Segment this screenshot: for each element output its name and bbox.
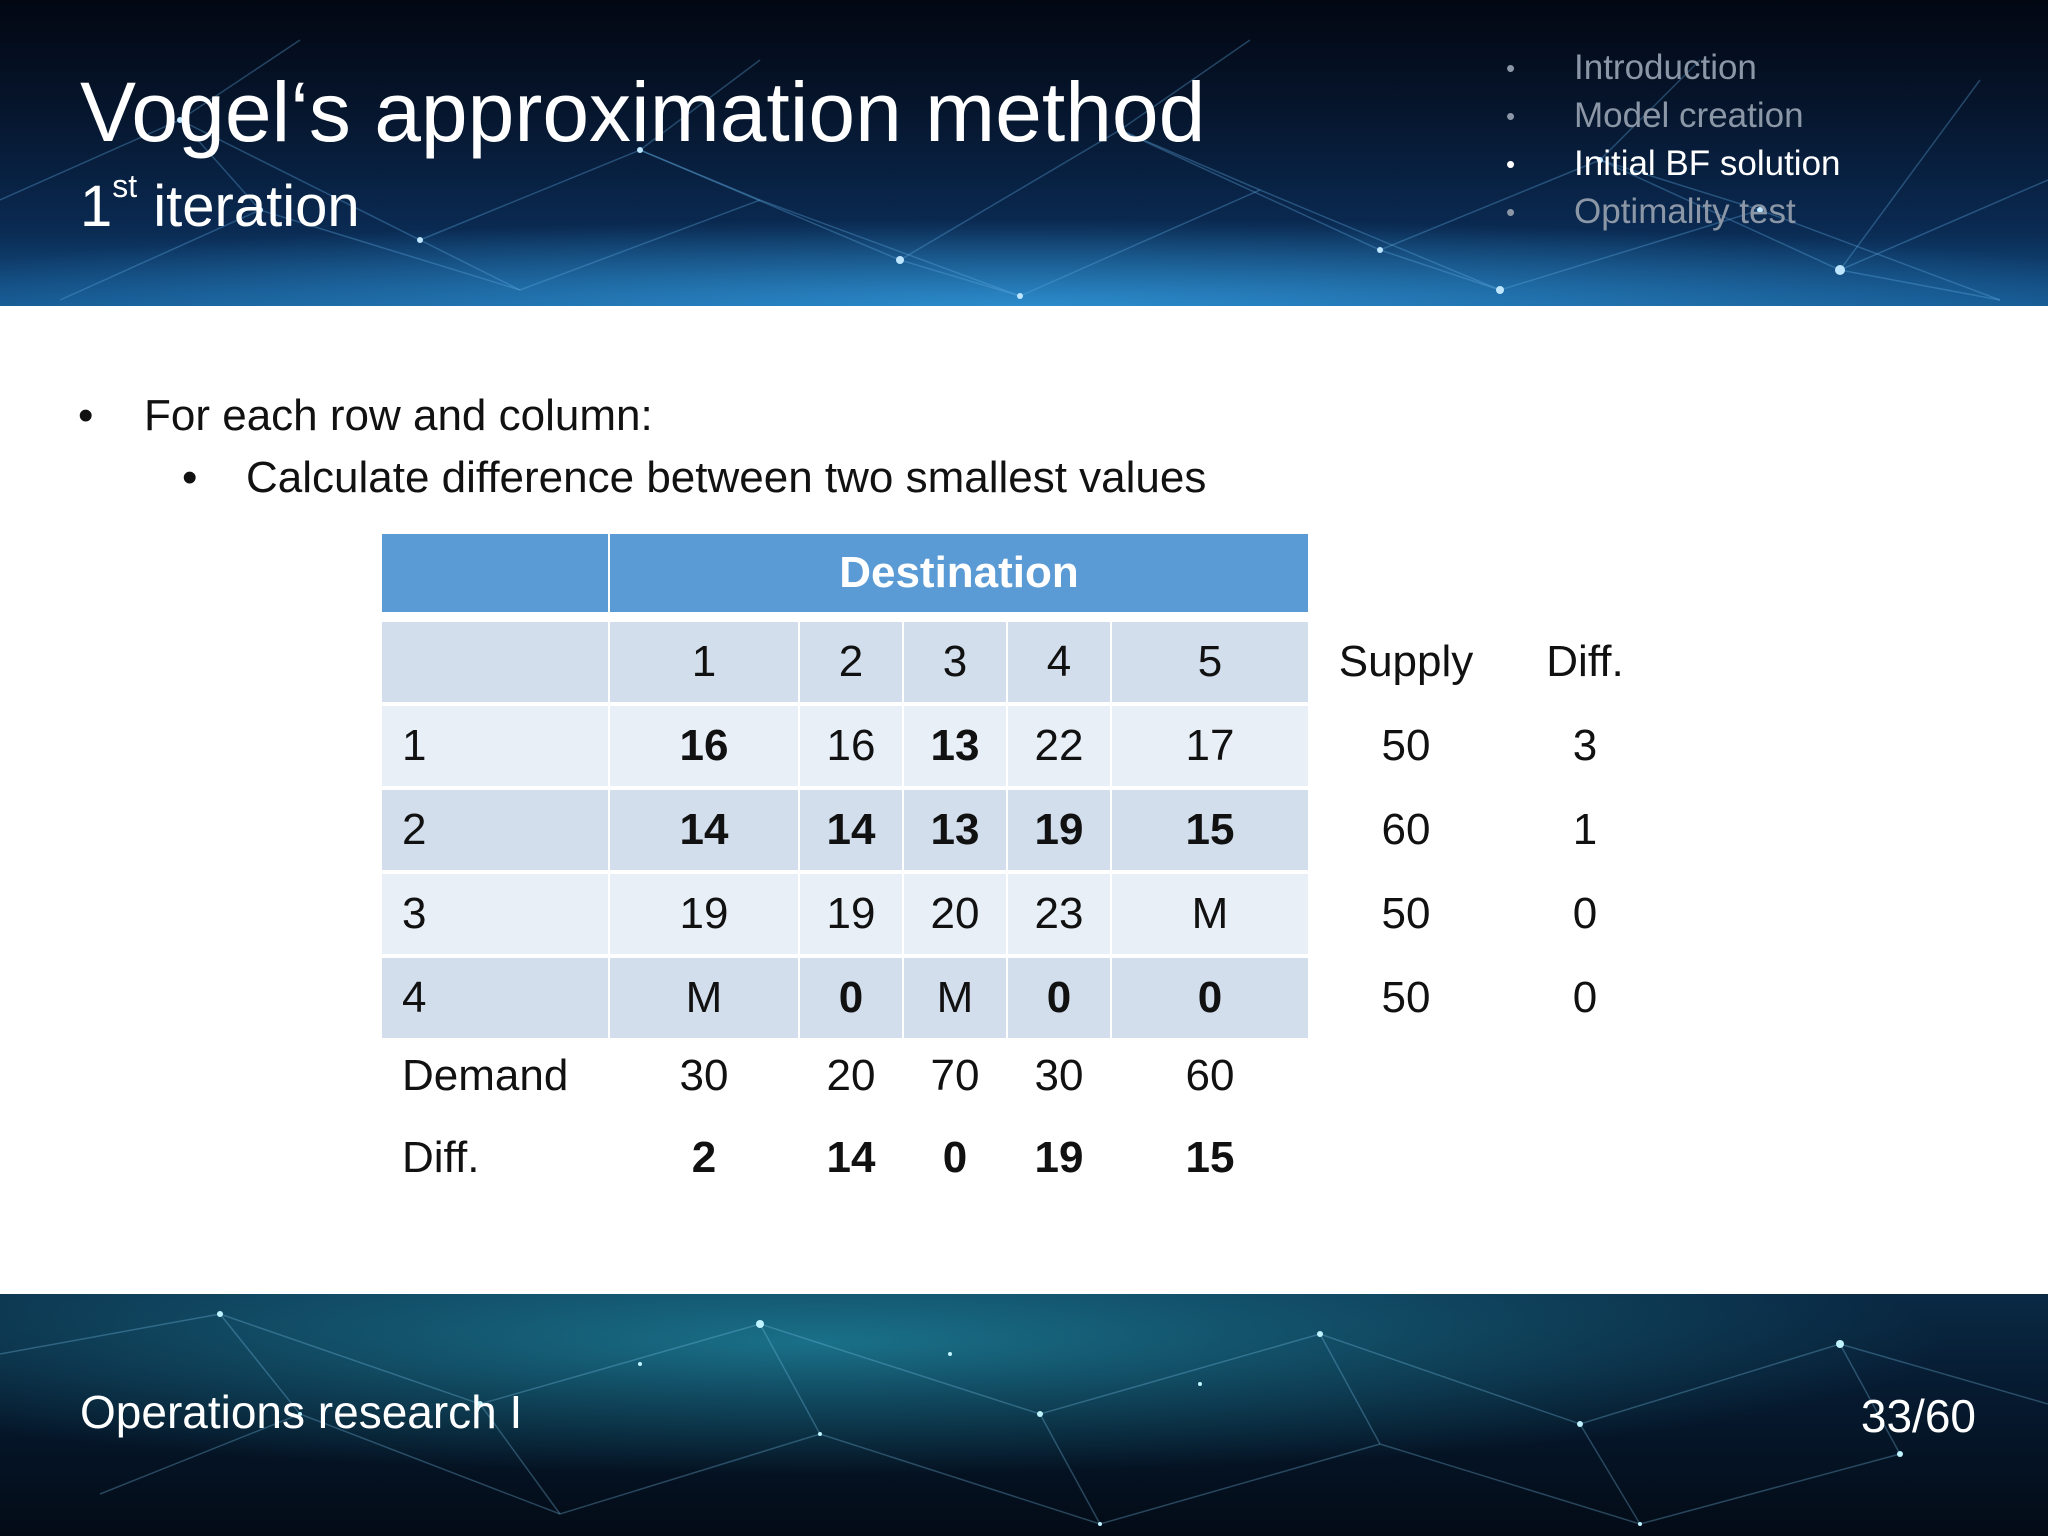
toc-bullet: • — [1506, 197, 1516, 227]
toc-item-initial-bf-solution[interactable]: • Initial BF solution — [1500, 140, 2020, 188]
cost-cell: 0 — [1008, 958, 1110, 1038]
demand-value: 30 — [1034, 1051, 1084, 1100]
toc-bullet: • — [1506, 53, 1516, 83]
subtitle-superscript: st — [112, 168, 138, 204]
source-row-label: 1 — [382, 706, 608, 786]
destination-column-header: 5 — [1112, 622, 1308, 702]
cost-cell: 13 — [904, 790, 1006, 870]
table-corner-cell — [382, 534, 608, 612]
bullet-text: For each row and column: — [144, 391, 653, 440]
course-title: Operations research I — [80, 1386, 523, 1438]
subtitle-text: iteration — [137, 174, 360, 239]
slide-subtitle: 1st iteration — [80, 168, 360, 242]
row-diff-value: 0 — [1572, 973, 1598, 1022]
diff-header: Diff. — [1546, 637, 1624, 686]
cost-cell: 15 — [1112, 790, 1308, 870]
toc-item-model-creation[interactable]: • Model creation — [1500, 92, 2020, 140]
bullet-glyph: • — [78, 391, 94, 440]
toc-item-introduction[interactable]: • Introduction — [1500, 44, 2020, 92]
cost-cell: M — [610, 958, 798, 1038]
demand-value: 70 — [930, 1051, 980, 1100]
cost-cell: 13 — [904, 706, 1006, 786]
cost-cell: M — [1112, 874, 1308, 954]
supply-header: Supply — [1338, 637, 1474, 686]
city-lights-background — [0, 1294, 2048, 1536]
cost-cell: 19 — [800, 874, 902, 954]
demand-label: Demand — [402, 1051, 569, 1100]
page-number: 33/60 — [1860, 1390, 1976, 1442]
footer-banner — [0, 1294, 2048, 1536]
supply-value: 50 — [1381, 973, 1431, 1022]
cost-cell: 0 — [800, 958, 902, 1038]
cost-cell: 14 — [800, 790, 902, 870]
supply-value: 50 — [1381, 721, 1431, 770]
toc-item-label: Introduction — [1574, 48, 1757, 87]
supply-value: 50 — [1381, 889, 1431, 938]
source-row-label: 4 — [382, 958, 608, 1038]
cost-cell: 19 — [610, 874, 798, 954]
column-diff-label: Diff. — [402, 1133, 480, 1182]
toc-item-optimality-test[interactable]: • Optimality test — [1500, 188, 2020, 236]
column-diff-value: 2 — [691, 1133, 717, 1182]
cost-cell: 0 — [1112, 958, 1308, 1038]
destination-column-header: 4 — [1008, 622, 1110, 702]
cost-cell: 20 — [904, 874, 1006, 954]
column-diff-value: 14 — [826, 1133, 876, 1182]
header-row-blank-cell — [382, 622, 608, 702]
column-diff-value: 19 — [1034, 1133, 1084, 1182]
destination-header: Destination — [610, 534, 1308, 612]
cost-cell: 17 — [1112, 706, 1308, 786]
row-diff-value: 0 — [1572, 889, 1598, 938]
supply-value: 60 — [1381, 805, 1431, 854]
source-row-label: 2 — [382, 790, 608, 870]
row-diff-value: 1 — [1572, 805, 1598, 854]
toc-item-label: Initial BF solution — [1574, 144, 1841, 183]
column-diff-value: 0 — [942, 1133, 968, 1182]
destination-column-header: 1 — [610, 622, 798, 702]
cost-cell: M — [904, 958, 1006, 1038]
demand-value: 20 — [826, 1051, 876, 1100]
column-diff-value: 15 — [1185, 1133, 1235, 1182]
toc-bullet: • — [1506, 101, 1516, 131]
cost-cell: 16 — [800, 706, 902, 786]
table-of-contents: • Introduction • Model creation • Initial B… — [1500, 44, 2020, 236]
cost-cell: 23 — [1008, 874, 1110, 954]
toc-item-label: Optimality test — [1574, 192, 1796, 231]
bullet-glyph: • — [182, 453, 198, 502]
cost-cell: 19 — [1008, 790, 1110, 870]
subtitle-number: 1 — [80, 174, 113, 239]
toc-bullet: • — [1506, 149, 1516, 179]
toc-item-label: Model creation — [1574, 96, 1804, 135]
destination-column-header: 2 — [800, 622, 902, 702]
demand-value: 60 — [1185, 1051, 1235, 1100]
network-background — [0, 39, 2048, 306]
bullet-text: Calculate difference between two smalles… — [246, 453, 1207, 502]
row-diff-value: 3 — [1572, 721, 1598, 770]
cost-cell: 14 — [610, 790, 798, 870]
header-banner — [0, 0, 2048, 306]
slide-title: Vogel‘s approximation method — [80, 65, 1206, 159]
cost-cell: 22 — [1008, 706, 1110, 786]
destination-column-header: 3 — [904, 622, 1006, 702]
source-row-label: 3 — [382, 874, 608, 954]
cost-cell: 16 — [610, 706, 798, 786]
demand-value: 30 — [679, 1051, 729, 1100]
